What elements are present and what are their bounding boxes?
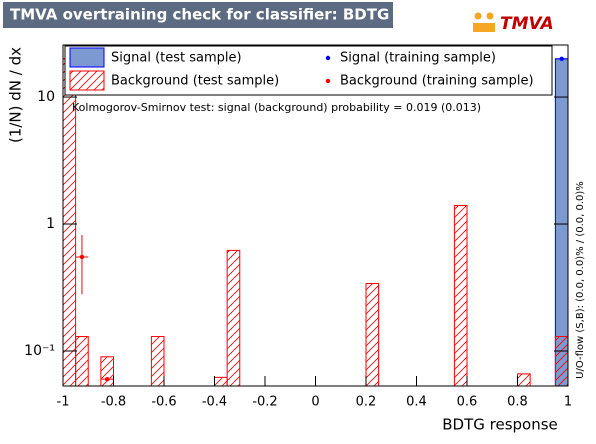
x-tick-label: 1 xyxy=(564,395,572,410)
chart-title: TMVA overtraining check for classifier: … xyxy=(10,6,389,24)
logo-dot xyxy=(486,12,494,20)
plot-area xyxy=(63,53,568,386)
logo-bar xyxy=(473,23,495,32)
x-tick-label: -1 xyxy=(57,395,70,410)
title-box xyxy=(3,2,393,28)
x-tick-label: -0.2 xyxy=(252,395,277,410)
legend: Signal (test sample) Background (test sam… xyxy=(64,45,553,96)
annotation: Kolmogorov-Smirnov test: signal (backgro… xyxy=(72,101,481,114)
x-tick-label: -0.4 xyxy=(202,395,227,410)
data-point xyxy=(79,254,85,260)
frame xyxy=(62,44,569,387)
x-tick-label: 0.6 xyxy=(457,395,478,410)
histogram-bar xyxy=(214,376,228,386)
x-tick-label: -0.8 xyxy=(101,395,126,410)
x-tick-label: 0.8 xyxy=(507,395,528,410)
legend-label: Signal (training sample) xyxy=(340,51,496,66)
legend-label: Background (test sample) xyxy=(111,74,279,89)
y-axis-label: (1/N) dN / dx xyxy=(7,47,25,143)
logo: TMVA xyxy=(473,12,554,34)
histogram-bar xyxy=(365,283,380,386)
legend-marker xyxy=(325,78,331,84)
histogram-bar xyxy=(453,204,468,386)
histogram-bar xyxy=(226,249,241,386)
data-point xyxy=(104,376,110,382)
x-tick-label: 0 xyxy=(311,395,319,410)
y-tick-label: 1 xyxy=(46,216,55,232)
x-tick-label: -0.6 xyxy=(151,395,176,410)
legend-swatch xyxy=(69,70,105,91)
histogram-bar xyxy=(100,356,114,386)
x-axis-label: BDTG response xyxy=(442,416,558,434)
legend-label: Signal (test sample) xyxy=(111,51,242,66)
legend-label: Background (training sample) xyxy=(340,74,534,89)
legend-box xyxy=(64,45,553,96)
logo-dot xyxy=(474,12,482,20)
y-tick-label: 10⁻¹ xyxy=(24,343,55,359)
legend-swatch xyxy=(69,47,105,68)
x-tick-label: 0.2 xyxy=(356,395,377,410)
histogram-bar xyxy=(75,336,89,386)
legend-marker xyxy=(325,55,331,61)
histogram-bar xyxy=(150,336,165,386)
logo-text: TMVA xyxy=(500,14,554,34)
data-point xyxy=(559,56,564,62)
histogram-bar xyxy=(517,373,531,386)
histogram-bar xyxy=(554,336,568,386)
y-tick-label: 10 xyxy=(37,89,55,105)
side-note: U/O-flow (S,B): (0.0, 0.0)% / (0.0, 0.0)… xyxy=(575,181,586,379)
x-tick-label: 0.4 xyxy=(406,395,427,410)
